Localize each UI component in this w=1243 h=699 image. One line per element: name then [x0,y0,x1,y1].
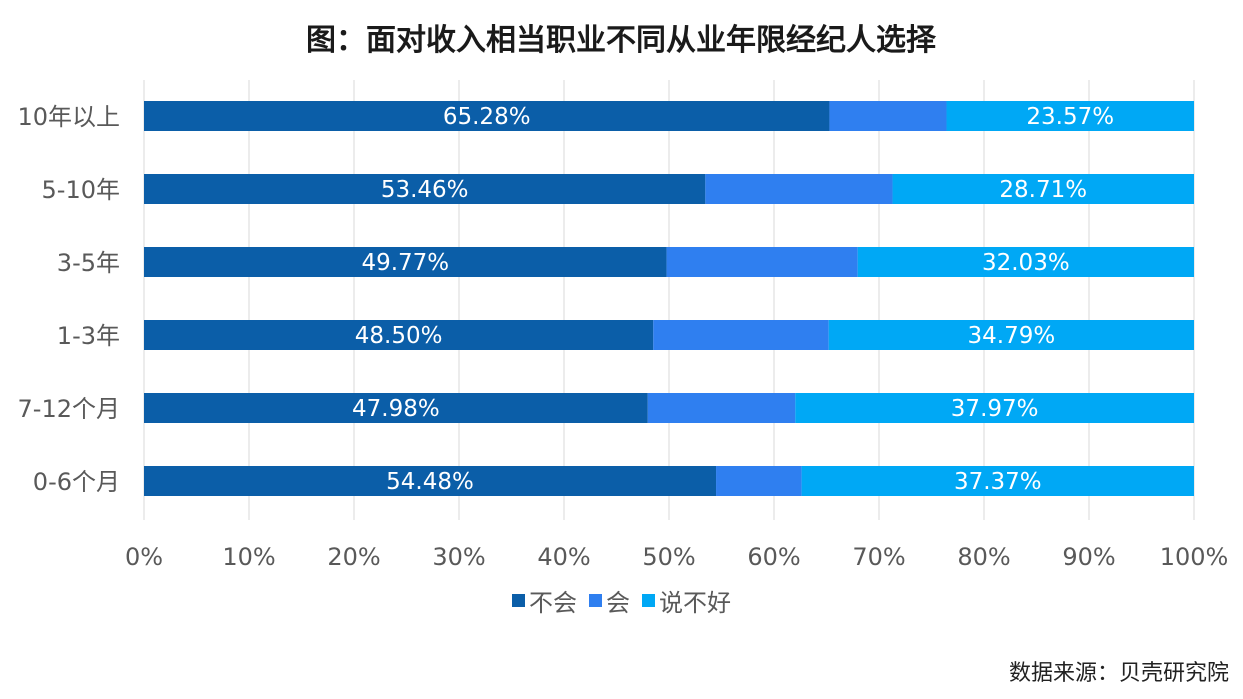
category-labels: 10年以上 5-10年 3-5年 1-3年 7-12个月 0-6个月 [17,103,120,496]
bar-segment [829,101,947,131]
bars: 65.28% 23.57% 53.46% 28.71% 49.77% 32.03% 48.5… [144,101,1194,496]
bar-segment [716,466,802,496]
bar-segment [647,393,796,423]
x-tick-label: 80% [957,543,1010,571]
category-label: 0-6个月 [33,468,120,496]
x-tick-label: 40% [537,543,590,571]
bar-segment [801,466,1194,496]
legend-swatch [589,594,602,607]
legend-label: 说不好 [659,589,731,617]
bar-segment [144,174,706,204]
legend-swatch [512,594,525,607]
legend-item: 说不好 [642,583,731,618]
bar-segment [705,174,893,204]
category-label: 10年以上 [17,103,120,131]
x-tick-label: 90% [1062,543,1115,571]
x-tick-label: 0% [125,543,163,571]
category-label: 1-3年 [57,322,120,350]
data-label: 37.37% [954,469,1042,495]
bar-segment [144,393,648,423]
category-label: 5-10年 [42,176,120,204]
bar-segment [828,320,1194,350]
legend-item: 不会 [512,583,577,618]
data-label: 48.50% [355,323,443,349]
data-label: 32.03% [982,250,1070,276]
data-label: 47.98% [352,396,440,422]
grid-lines [143,80,1195,520]
x-tick-label: 30% [432,543,485,571]
data-label: 53.46% [381,177,469,203]
data-label: 23.57% [1026,104,1114,130]
bar-segment [892,174,1194,204]
legend-swatch [642,594,655,607]
data-label: 37.97% [951,396,1039,422]
data-label: 34.79% [968,323,1056,349]
x-tick-label: 20% [327,543,380,571]
x-tick-label: 10% [222,543,275,571]
data-label: 28.71% [999,177,1087,203]
bar-segment [946,101,1194,131]
data-label: 65.28% [443,104,531,130]
x-tick-label: 70% [852,543,905,571]
bar-segment [144,466,717,496]
data-label: 49.77% [361,250,449,276]
x-tick-label: 60% [747,543,800,571]
chart-title: 图：面对收入相当职业不同从业年限经纪人选择 [306,23,937,58]
legend: 不会 会 说不好 [0,583,1243,618]
bar-segment [653,320,829,350]
legend-label: 会 [606,589,630,617]
bar-segment [144,247,667,277]
data-label: 54.48% [386,469,474,495]
x-tick-labels: 0% 10% 20% 30% 40% 50% 60% 70% 80% 90% 100% [125,543,1228,571]
x-tick-label: 100% [1160,543,1229,571]
bar-segment [857,247,1194,277]
x-tick-label: 50% [642,543,695,571]
legend-item: 会 [589,583,630,618]
legend-label: 不会 [529,589,577,617]
bar-segment [144,320,654,350]
category-label: 7-12个月 [18,395,120,423]
bar-segment [666,247,858,277]
category-label: 3-5年 [57,249,120,277]
source-note: 数据来源：贝壳研究院 [1008,661,1229,686]
bar-segment [795,393,1194,423]
bar-segment [144,101,830,131]
